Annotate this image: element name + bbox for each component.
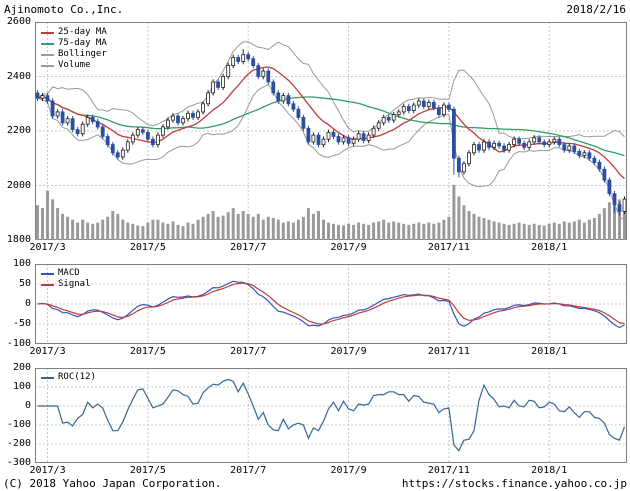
legend-label: Signal [58,279,91,289]
x-tick-label: 2017/11 [427,465,470,476]
y-tick-label: 50 [18,278,31,289]
y-tick-label: 2400 [6,70,31,82]
x-tick-label: 2017/11 [427,242,470,253]
stock-title: Ajinomoto Co.,Inc. [4,3,124,16]
y-tick-label: 1800 [6,234,31,245]
legend-row: Bollinger [41,49,107,60]
y-tick-label: -200 [6,438,31,449]
legend-label: 25-day MA [58,27,107,37]
y-tick-label: 100 [12,381,31,392]
x-tick-label: 2018/1 [531,465,568,476]
x-tick-label: 2017/11 [427,346,470,357]
y-tick-label: -100 [6,419,31,430]
x-tick-label: 2017/9 [330,242,367,253]
legend-row: 25-day MA [41,27,107,38]
legend-swatch-icon [41,376,54,379]
price-legend: 25-day MA 75-day MA Bollinger Volume [41,27,107,71]
macd-legend: MACD Signal [41,268,91,290]
x-tick-label: 2017/7 [230,242,267,253]
x-tick-label: 2017/9 [330,346,367,357]
legend-row: 75-day MA [41,38,107,49]
legend-swatch-icon [41,272,54,275]
y-tick-label: -50 [12,318,31,329]
x-tick-label: 2017/7 [230,465,267,476]
chart-date: 2018/2/16 [566,3,626,16]
y-tick-label: 2000 [6,179,31,191]
x-tick-label: 2018/1 [531,242,568,253]
x-tick-label: 2017/7 [230,346,267,357]
x-tick-label: 2017/5 [129,242,166,253]
x-tick-label: 2017/5 [129,346,166,357]
legend-row: MACD [41,268,91,279]
x-tick-label: 2018/1 [531,346,568,357]
legend-label: Volume [58,60,91,70]
y-tick-label: 0 [24,298,31,309]
x-tick-label: 2017/9 [330,465,367,476]
legend-swatch-icon [41,64,54,67]
y-tick-label: 200 [12,362,31,373]
legend-row: ROC(12) [41,372,96,383]
legend-label: MACD [58,268,80,278]
x-tick-label: 2017/3 [29,242,66,253]
legend-row: Volume [41,60,107,71]
legend-label: ROC(12) [58,372,96,382]
y-tick-label: 2200 [6,125,31,136]
price-chart-panel [35,22,627,240]
legend-label: Bollinger [58,49,107,59]
x-tick-label: 2017/3 [29,465,66,476]
legend-swatch-icon [41,53,54,56]
macd-chart-panel [35,264,627,344]
source-url: https://stocks.finance.yahoo.co.jp [401,477,627,490]
legend-row: Signal [41,279,91,290]
x-tick-label: 2017/3 [29,346,66,357]
x-tick-label: 2017/5 [129,465,166,476]
legend-swatch-icon [41,31,54,34]
legend-swatch-icon [41,283,54,286]
roc-chart-panel [35,368,627,463]
legend-label: 75-day MA [58,38,107,48]
y-tick-label: 2600 [6,16,31,27]
y-tick-label: 100 [12,258,31,269]
legend-swatch-icon [41,42,54,45]
y-tick-label: 0 [24,400,31,411]
roc-legend: ROC(12) [41,372,96,383]
y-tick-label: -100 [6,338,31,349]
y-tick-label: -300 [6,457,31,468]
copyright-text: (C) 2018 Yahoo Japan Corporation. [3,477,222,490]
